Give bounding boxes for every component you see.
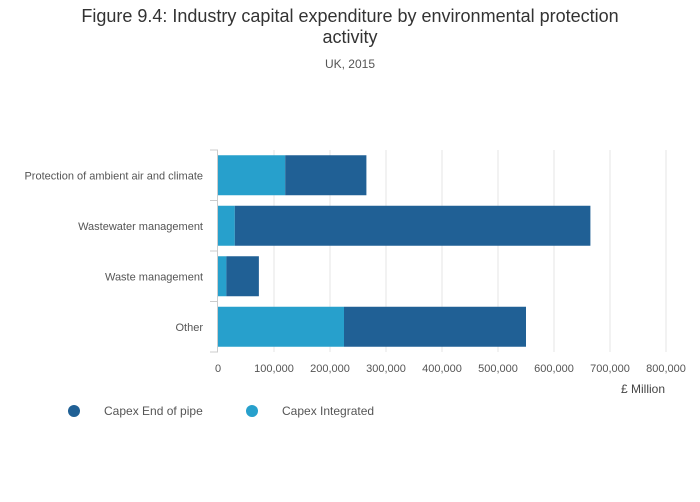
x-tick: 800,000 (646, 363, 686, 375)
x-tick: 100,000 (254, 363, 294, 375)
x-tick: 200,000 (310, 363, 350, 375)
x-tick: 0 (215, 363, 221, 375)
chart-subtitle: UK, 2015 (324, 57, 376, 71)
x-tick: 600,000 (534, 363, 574, 375)
x-tick: 400,000 (422, 363, 462, 375)
bar-chart: Protection of ambient air and climate Was… (24, 149, 686, 396)
bar-integrated[interactable] (218, 306, 344, 347)
legend-item-integrated[interactable]: Capex Integrated (246, 404, 374, 418)
x-tick-label: 400,000 (422, 363, 462, 375)
x-tick-label: 200,000 (310, 363, 350, 375)
x-axis-title: £ Million (621, 382, 665, 396)
legend-label-integrated: Capex Integrated (282, 404, 375, 418)
bar-integrated[interactable] (218, 205, 235, 246)
legend-swatch-end-of-pipe (68, 405, 80, 417)
legend-label-end-of-pipe: Capex End of pipe (104, 404, 203, 418)
x-tick-label: 800,000 (646, 363, 686, 375)
legend: Capex End of pipe Capex Integrated (0, 404, 700, 428)
bar-end-of-pipe[interactable] (226, 256, 259, 297)
category-label: Protection of ambient air and climate (24, 170, 203, 182)
category-label: Wastewater management (78, 221, 203, 233)
x-tick: 300,000 (366, 363, 406, 375)
chart-title-line-2: activity (322, 27, 378, 47)
x-tick-label: 0 (215, 363, 221, 375)
x-tick-label: 700,000 (590, 363, 630, 375)
x-tick: 700,000 (590, 363, 630, 375)
x-tick-label: 300,000 (366, 363, 406, 375)
category-label: Other (175, 322, 203, 334)
x-tick: 500,000 (478, 363, 518, 375)
legend-item-end-of-pipe[interactable]: Capex End of pipe (68, 404, 203, 418)
x-tick-label: 600,000 (534, 363, 574, 375)
bar-end-of-pipe[interactable] (285, 155, 367, 196)
chart-title: Figure 9.4: Industry capital expenditure… (0, 6, 700, 48)
bar-end-of-pipe[interactable] (344, 306, 526, 347)
bar-end-of-pipe[interactable] (234, 205, 591, 246)
x-tick-label: 500,000 (478, 363, 518, 375)
legend-swatch-integrated (246, 405, 258, 417)
bars (218, 155, 591, 347)
category-label: Waste management (105, 271, 203, 283)
bar-integrated[interactable] (218, 256, 227, 297)
x-axis: 0 100,000 200,000 300,000 400,000 500,000 600,… (215, 363, 686, 375)
bar-integrated[interactable] (218, 155, 286, 196)
x-tick-label: 100,000 (254, 363, 294, 375)
chart-title-line-1: Figure 9.4: Industry capital expenditure… (81, 6, 619, 26)
y-axis: Protection of ambient air and climate Was… (24, 149, 218, 353)
